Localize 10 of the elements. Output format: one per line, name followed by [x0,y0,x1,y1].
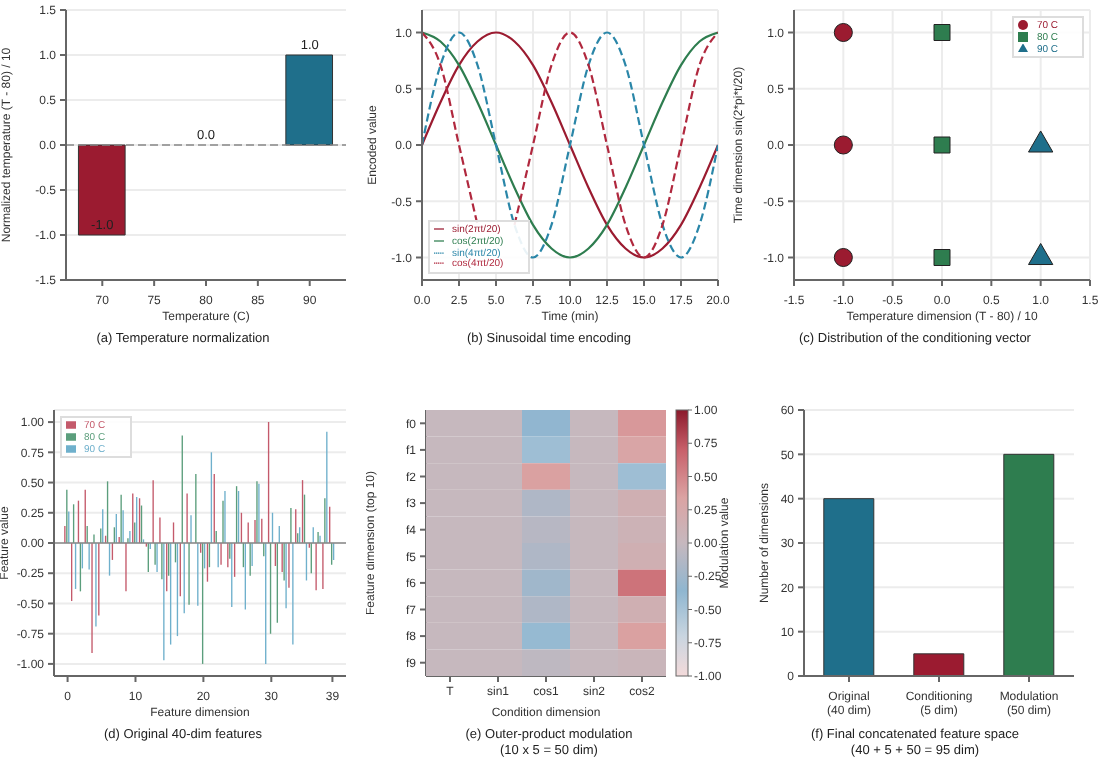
bar [823,498,875,676]
point [933,249,951,266]
point [833,22,853,43]
point [933,136,951,154]
point [833,247,853,268]
line-series [422,31,718,259]
point [833,135,853,155]
point [933,24,951,41]
bar [1003,453,1055,676]
bar [913,653,965,676]
